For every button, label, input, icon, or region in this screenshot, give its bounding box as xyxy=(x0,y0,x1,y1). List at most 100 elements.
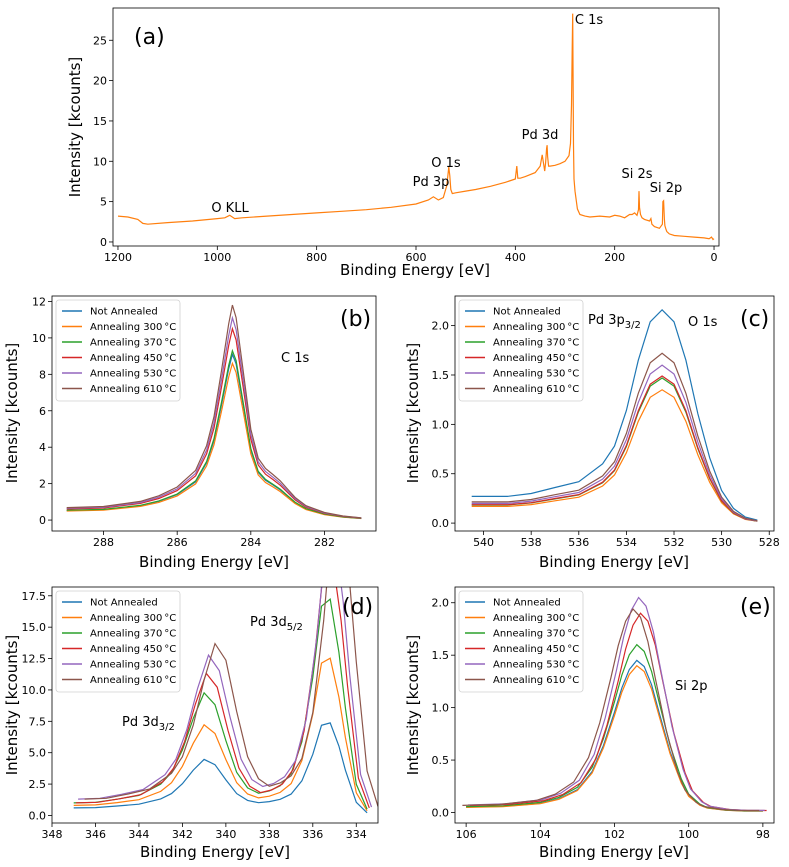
series-line-c-5 xyxy=(471,352,758,522)
x-tick-label-a-3: 600 xyxy=(406,251,427,264)
x-tick-label-c-6: 528 xyxy=(759,536,780,549)
legend-e xyxy=(458,590,584,693)
series-line-b-4 xyxy=(66,315,362,519)
y-axis-label-a: Intensity [kcounts] xyxy=(66,57,84,198)
legend-label-d-1: Annealing 300 °C xyxy=(90,613,176,624)
y-tick-label-d-0: 0.0 xyxy=(29,809,47,822)
y-tick-label-a-5: 25 xyxy=(93,34,107,47)
series-line-a-0 xyxy=(117,13,715,241)
x-tick-label-c-4: 532 xyxy=(664,536,685,549)
y-tick-label-a-1: 5 xyxy=(100,196,107,209)
x-tick-label-d-1: 346 xyxy=(85,828,106,841)
y-tick-label-c-4: 2.0 xyxy=(432,320,450,333)
panel-e: 106 104 102 100 98 0.0 0.5 1.0 1.5 2.0 Binding Ene… xyxy=(404,586,775,861)
series-line-b-1 xyxy=(66,361,362,520)
y-tick-label-b-3: 6 xyxy=(39,405,46,418)
y-tick-label-e-1: 0.5 xyxy=(432,754,450,767)
series-line-c-0 xyxy=(471,308,758,521)
legend-label-e-1: Annealing 300 °C xyxy=(493,613,579,624)
y-tick-label-d-2: 5.0 xyxy=(29,747,47,760)
legend-label-c-5: Annealing 610 °C xyxy=(493,384,579,395)
legend-label-e-4: Annealing 530 °C xyxy=(493,660,579,671)
y-tick-label-c-2: 1.0 xyxy=(432,418,450,431)
panel-c: 540 538 536 534 532 530 528 0.0 0.5 1.0 1.5 2.0 Bind… xyxy=(404,295,780,571)
peak-label-a-6: Si 2p xyxy=(650,181,683,196)
x-tick-label-e-0: 106 xyxy=(456,828,477,841)
legend-label-c-2: Annealing 370 °C xyxy=(493,338,579,349)
y-axis-label-c: Intensity [kcounts] xyxy=(404,343,422,484)
x-tick-label-d-4: 340 xyxy=(215,828,236,841)
y-tick-label-a-4: 20 xyxy=(93,75,107,88)
legend-label-b-3: Annealing 450 °C xyxy=(90,353,176,364)
legend-label-d-5: Annealing 610 °C xyxy=(90,675,176,686)
x-tick-label-d-3: 342 xyxy=(172,828,193,841)
panel-a: 1200 1000 800 600 400 200 0 0 5 10 15 20 25 Binding E… xyxy=(66,7,720,279)
series-line-b-5 xyxy=(66,304,362,519)
y-axis-label-e: Intensity [kcounts] xyxy=(404,635,422,776)
y-axis-label-d: Intensity [kcounts] xyxy=(3,635,21,776)
y-tick-label-c-1: 0.5 xyxy=(432,468,450,481)
series-line-d-5 xyxy=(84,587,378,807)
x-tick-label-d-2: 344 xyxy=(128,828,149,841)
y-tick-label-a-3: 15 xyxy=(93,115,107,128)
y-tick-label-d-4: 10.0 xyxy=(22,684,47,697)
peak-label-a-3: Pd 3d xyxy=(522,128,559,143)
x-tick-label-e-3: 100 xyxy=(678,828,699,841)
y-tick-label-d-7: 17.5 xyxy=(22,590,47,603)
plot-area-c xyxy=(471,308,758,522)
x-tick-label-b-3: 282 xyxy=(314,536,335,549)
legend-label-c-3: Annealing 450 °C xyxy=(493,353,579,364)
peak-label-a-1: Pd 3p xyxy=(413,175,450,190)
plot-area-a xyxy=(117,13,715,241)
series-line-b-2 xyxy=(66,348,362,519)
legend-label-b-2: Annealing 370 °C xyxy=(90,338,176,349)
legend-label-d-3: Annealing 450 °C xyxy=(90,644,176,655)
series-line-c-4 xyxy=(471,364,758,522)
y-tick-label-c-0: 0.0 xyxy=(432,517,450,530)
y-axis-label-b: Intensity [kcounts] xyxy=(3,343,21,484)
y-tick-label-c-3: 1.5 xyxy=(432,369,450,382)
y-tick-label-a-0: 0 xyxy=(100,236,107,249)
y-tick-label-d-5: 12.5 xyxy=(22,653,47,666)
x-axis-label-e: Binding Energy [eV] xyxy=(539,843,689,861)
y-tick-label-e-3: 1.5 xyxy=(432,649,450,662)
y-tick-label-d-3: 7.5 xyxy=(29,715,47,728)
x-axis-label-a: Binding Energy [eV] xyxy=(340,261,490,279)
panel-label-d: (d) xyxy=(342,595,373,620)
x-tick-label-d-5: 338 xyxy=(259,828,280,841)
peak-label-b-0: C 1s xyxy=(281,351,309,366)
series-line-b-3 xyxy=(66,326,362,519)
x-tick-label-a-1: 1000 xyxy=(203,251,231,264)
x-tick-label-a-2: 800 xyxy=(306,251,327,264)
peak-label-c-1: O 1s xyxy=(688,315,718,330)
series-line-d-1 xyxy=(73,657,368,812)
peak-label-e-0: Si 2p xyxy=(675,679,708,694)
x-tick-label-d-6: 336 xyxy=(302,828,323,841)
peak-label-a-0: O KLL xyxy=(211,201,249,216)
x-tick-label-b-2: 284 xyxy=(240,536,261,549)
legend-label-e-0: Not Annealed xyxy=(493,598,561,609)
x-tick-label-c-2: 536 xyxy=(568,536,589,549)
legend-label-b-1: Annealing 300 °C xyxy=(90,322,176,333)
series-line-d-0 xyxy=(73,722,368,814)
x-tick-label-d-7: 334 xyxy=(346,828,367,841)
x-tick-label-a-0: 1200 xyxy=(104,251,132,264)
plot-area-e xyxy=(462,596,767,812)
x-tick-label-e-1: 104 xyxy=(530,828,551,841)
axes-frame-b xyxy=(51,295,377,532)
series-line-e-5 xyxy=(462,608,760,812)
plot-area-d xyxy=(73,587,378,814)
x-axis-label-c: Binding Energy [eV] xyxy=(539,553,689,571)
legend-label-b-0: Not Annealed xyxy=(90,307,158,318)
legend-label-e-5: Annealing 610 °C xyxy=(493,675,579,686)
legend-label-c-1: Annealing 300 °C xyxy=(493,322,579,333)
y-tick-label-d-6: 15.0 xyxy=(22,621,47,634)
panel-b: 288 286 284 282 0 2 4 6 8 10 12 Binding Energy [eV]… xyxy=(3,295,377,571)
series-line-d-4 xyxy=(78,587,373,808)
peak-label-a-2: O 1s xyxy=(431,156,461,171)
axes-frame-c xyxy=(454,295,775,532)
y-tick-label-e-4: 2.0 xyxy=(432,597,450,610)
series-line-c-3 xyxy=(471,375,758,522)
x-tick-label-c-3: 534 xyxy=(616,536,637,549)
